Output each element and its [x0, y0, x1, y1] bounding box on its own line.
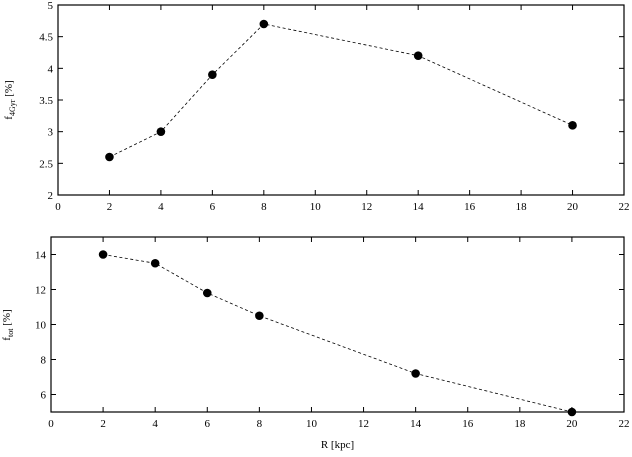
plot-frame — [57, 4, 625, 196]
y-axis-label: ftot [%] — [1, 309, 15, 340]
x-tick-label: 20 — [566, 418, 578, 430]
data-point — [150, 258, 160, 268]
y-tick-label: 3.5 — [39, 95, 53, 107]
x-tick-label: 6 — [205, 418, 211, 430]
x-tick-label: 8 — [261, 201, 267, 213]
x-tick-label: 16 — [464, 201, 476, 213]
x-tick-label: 2 — [100, 418, 106, 430]
series-line — [103, 254, 572, 413]
x-tick-label: 6 — [210, 201, 216, 213]
data-point — [413, 51, 423, 60]
y-tick-label: 5 — [48, 0, 54, 12]
y-tick-label: 4 — [48, 63, 54, 75]
plot-frame — [50, 236, 625, 413]
x-tick-label: 0 — [48, 418, 54, 430]
y-tick-label: 14 — [35, 250, 47, 262]
data-point — [259, 19, 269, 29]
x-tick-label: 2 — [107, 201, 113, 213]
x-tick-label: 22 — [619, 201, 630, 213]
data-point — [202, 288, 212, 298]
data-point — [156, 127, 166, 136]
y-tick-label: 4.5 — [39, 32, 53, 44]
data-point — [98, 250, 108, 259]
chart-panel-2: 0 2 4 6 8 10 12 14 16 18 20 22 6 8 10 12 14 ftot [%] R [kp… — [1, 236, 630, 451]
data-point — [208, 70, 217, 79]
x-tick-label: 12 — [361, 201, 372, 213]
data-point — [411, 369, 420, 378]
series-line — [109, 23, 573, 158]
x-tick-label: 20 — [567, 201, 579, 213]
x-tick-label: 18 — [516, 201, 528, 213]
x-tick-label: 10 — [306, 418, 318, 430]
x-tick-label: 12 — [358, 418, 369, 430]
x-tick-label: 0 — [55, 201, 61, 213]
x-tick-label: 4 — [152, 418, 158, 430]
y-tick-label: 2 — [48, 190, 54, 202]
y-tick-label: 12 — [35, 285, 46, 297]
y-tick-label: 8 — [41, 355, 47, 367]
x-tick-label: 16 — [462, 418, 474, 430]
x-tick-label: 14 — [413, 201, 425, 213]
data-point — [568, 121, 577, 130]
y-tick-label: 10 — [35, 320, 47, 332]
y-tick-label: 6 — [41, 390, 47, 402]
data-point — [567, 407, 577, 417]
x-axis-label: R [kpc] — [321, 439, 354, 451]
y-tick-label: 2.5 — [39, 158, 53, 170]
x-tick-label: 22 — [619, 418, 630, 430]
x-tick-label: 18 — [514, 418, 526, 430]
data-point — [255, 311, 264, 321]
x-tick-label: 4 — [158, 201, 164, 213]
x-tick-label: 10 — [310, 201, 322, 213]
x-tick-label: 8 — [257, 418, 263, 430]
x-tick-label: 14 — [410, 418, 422, 430]
y-tick-label: 3 — [48, 127, 54, 139]
y-axis-label: f4Gyr [%] — [3, 80, 17, 119]
data-point — [105, 152, 114, 162]
